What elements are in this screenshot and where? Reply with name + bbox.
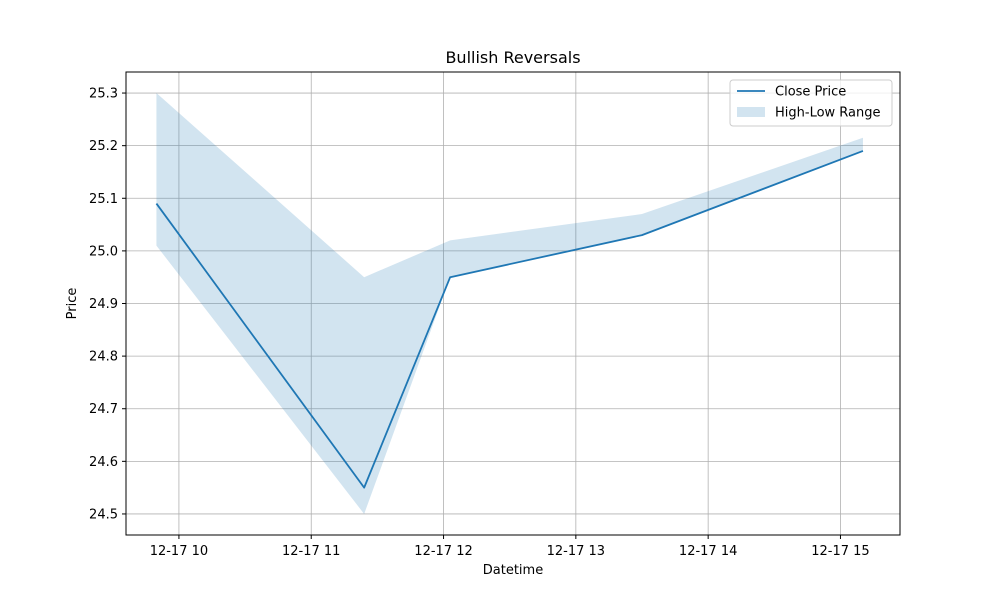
x-tick-label: 12-17 15 [811, 544, 869, 559]
y-tick-label: 25.1 [89, 192, 118, 207]
x-tick-label: 12-17 11 [282, 544, 340, 559]
y-tick-label: 24.8 [89, 350, 118, 365]
close-price-line [155, 150, 864, 489]
y-tick-label: 25.0 [89, 244, 118, 259]
y-tick-label: 24.5 [89, 507, 118, 522]
tick-layer: 24.5 24.6 24.7 24.8 24.9 25.0 25.1 25.2 25.3 12-1… [89, 87, 870, 559]
x-tick-label: 12-17 10 [150, 544, 208, 559]
x-tick-label: 12-17 14 [679, 544, 737, 559]
x-tick-label: 12-17 13 [547, 544, 605, 559]
y-tick-label: 25.2 [89, 139, 118, 154]
chart-title: Bullish Reversals [445, 48, 580, 67]
legend-label-close-price: Close Price [775, 85, 846, 100]
legend: Close Price High-Low Range [729, 79, 893, 127]
y-tick-label: 24.6 [89, 455, 118, 470]
line-layer [155, 150, 864, 489]
grid-layer [126, 72, 900, 535]
x-tick-label: 12-17 12 [414, 544, 472, 559]
legend-box [729, 79, 893, 127]
y-tick-label: 25.3 [89, 87, 118, 102]
x-axis-title: Datetime [483, 563, 543, 578]
band-layer [156, 93, 863, 514]
high-low-range-band [156, 93, 863, 514]
y-tick-label: 24.7 [89, 402, 118, 417]
y-tick-label: 24.9 [89, 297, 118, 312]
y-axis-title: Price [65, 288, 80, 320]
legend-label-high-low-range: High-Low Range [775, 106, 881, 121]
legend-swatch-high-low-range [737, 107, 765, 117]
